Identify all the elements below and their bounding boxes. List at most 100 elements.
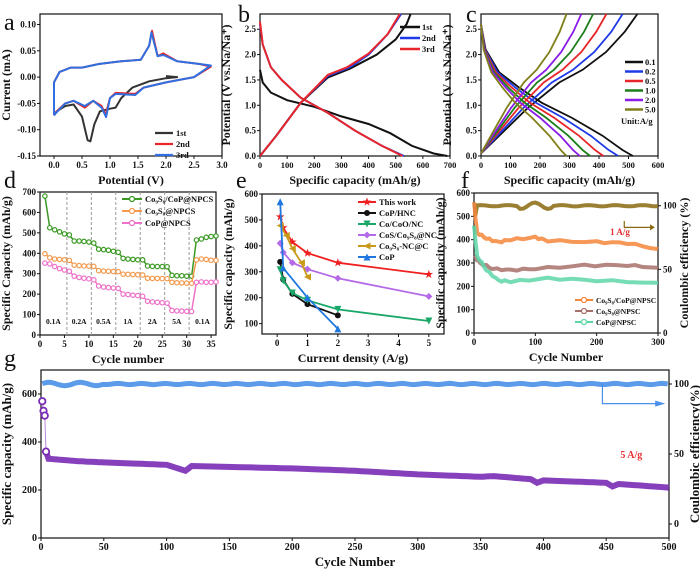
data-point bbox=[71, 273, 78, 279]
x-tick-label: 700 bbox=[444, 160, 457, 170]
data-point bbox=[100, 268, 107, 274]
x-axis-label: Potential (V) bbox=[98, 173, 164, 187]
discharge-curve-2nd bbox=[259, 23, 405, 157]
y-tick-label: 400 bbox=[22, 437, 37, 448]
x-axis-label: Cycle number bbox=[92, 352, 165, 366]
x-tick-label: 5 bbox=[427, 338, 432, 348]
data-point bbox=[144, 263, 151, 269]
data-point bbox=[288, 237, 297, 246]
panel-g: 0 50 100 150 200 250 300 350 400 450 5000200400600… bbox=[0, 369, 700, 569]
data-point bbox=[42, 193, 48, 199]
data-point bbox=[193, 237, 200, 243]
data-point bbox=[139, 257, 146, 263]
data-point bbox=[95, 246, 102, 253]
legend-unit-note: Unit:A/g bbox=[621, 116, 653, 126]
data-point bbox=[105, 268, 112, 275]
x-tick-label: 300 bbox=[335, 160, 348, 170]
y-tick-label: 600 bbox=[245, 189, 259, 199]
data-point bbox=[90, 277, 97, 283]
data-point bbox=[198, 236, 205, 242]
data-point bbox=[159, 299, 166, 306]
data-point bbox=[154, 275, 161, 282]
y-tick-label: 2.0 bbox=[245, 50, 257, 60]
capacity-series bbox=[472, 225, 659, 285]
legend-marker bbox=[363, 253, 371, 261]
data-point bbox=[288, 244, 296, 252]
data-point bbox=[130, 271, 136, 278]
x-tick-label: 20 bbox=[133, 339, 143, 349]
data-point bbox=[134, 271, 141, 278]
data-point bbox=[110, 285, 117, 291]
data-point bbox=[130, 256, 136, 263]
x-tick-label: 500 bbox=[622, 160, 635, 170]
panel-label: c bbox=[466, 2, 477, 28]
legend-marker bbox=[363, 220, 371, 228]
rate-label: 2A bbox=[148, 317, 158, 326]
data-point bbox=[164, 263, 170, 270]
data-point bbox=[86, 239, 92, 245]
y-tick-label: 100 bbox=[23, 310, 37, 320]
data-point bbox=[174, 279, 180, 286]
data-point bbox=[203, 279, 210, 286]
data-point bbox=[125, 271, 131, 278]
data-point bbox=[38, 397, 47, 406]
x-tick-label: 200 bbox=[590, 337, 604, 347]
x-tick-label: 2.5 bbox=[188, 160, 200, 170]
legend-label: 3rd bbox=[176, 150, 189, 160]
plot-frame bbox=[39, 191, 217, 336]
y-tick-label: 100 bbox=[245, 319, 259, 329]
data-point bbox=[183, 280, 190, 286]
data-point bbox=[193, 279, 200, 286]
data-point bbox=[139, 293, 146, 299]
x-tick-label: 350 bbox=[473, 542, 488, 553]
legend-label: CoP@NPSC bbox=[596, 318, 636, 327]
x-tick-label: 400 bbox=[536, 542, 551, 553]
y-tick-label: 600 bbox=[457, 188, 471, 198]
data-point bbox=[125, 291, 131, 298]
y-right-axis-label: Coulombic efficiency (%) bbox=[677, 198, 691, 329]
data-point bbox=[174, 272, 180, 279]
legend-label: Co₉S₈/CoP@NPCS bbox=[145, 194, 214, 204]
axis-pointer-arrow bbox=[623, 221, 652, 228]
data-point bbox=[188, 308, 195, 315]
x-tick-label: 200 bbox=[308, 160, 321, 170]
data-point bbox=[66, 232, 73, 238]
x-axis-label: Current density (A/g) bbox=[298, 351, 408, 365]
y-tick-label: 200 bbox=[245, 293, 259, 303]
legend-label: 5.0 bbox=[645, 105, 656, 115]
legend-label: CoP bbox=[379, 252, 395, 262]
y-axis-label: Specific Capacity (mAh/g) bbox=[0, 196, 13, 331]
data-point bbox=[288, 289, 296, 297]
data-point bbox=[81, 238, 87, 245]
discharge-curve-5.0 bbox=[480, 24, 568, 157]
data-point bbox=[334, 274, 342, 282]
data-point bbox=[61, 231, 68, 237]
y-tick-label: 0 bbox=[32, 330, 37, 340]
y-tick-label: -0.05 bbox=[17, 98, 36, 108]
charge-curve-0.1 bbox=[480, 13, 639, 155]
panel-label: e bbox=[236, 168, 247, 194]
panel-d: 0 5 10 15 20 25 30 35 0 100 200 300 400 500 600 700 0.1A… bbox=[0, 187, 219, 366]
x-axis-label: Specific capacity (mAh/g) bbox=[504, 173, 635, 187]
data-point bbox=[90, 240, 97, 246]
x-tick-label: 600 bbox=[652, 160, 665, 170]
y-tick-label: 1.0 bbox=[245, 100, 257, 110]
y-tick-label: 2.5 bbox=[245, 24, 257, 34]
rate-label: 5A bbox=[172, 317, 182, 326]
x-tick-label: 0 bbox=[275, 338, 280, 348]
data-point bbox=[304, 273, 311, 281]
y-axis-label: Specific capacity (mAh/g) bbox=[221, 198, 235, 329]
x-tick-label: 0.0 bbox=[48, 160, 60, 170]
data-point bbox=[159, 275, 166, 282]
x-tick-label: 100 bbox=[504, 160, 517, 170]
capacity-series bbox=[43, 450, 670, 491]
legend-label: 0.2 bbox=[645, 67, 656, 77]
x-tick-label: 100 bbox=[529, 337, 543, 347]
y-tick-label: 1.5 bbox=[245, 75, 257, 85]
x-tick-label: 3 bbox=[366, 338, 371, 348]
data-point bbox=[169, 307, 175, 314]
data-point bbox=[71, 262, 78, 268]
panel-e: 0 1 2 3 4 5 100 200 300 400 500 600 This workCoP/HNC… bbox=[221, 189, 445, 365]
data-point bbox=[95, 283, 102, 289]
